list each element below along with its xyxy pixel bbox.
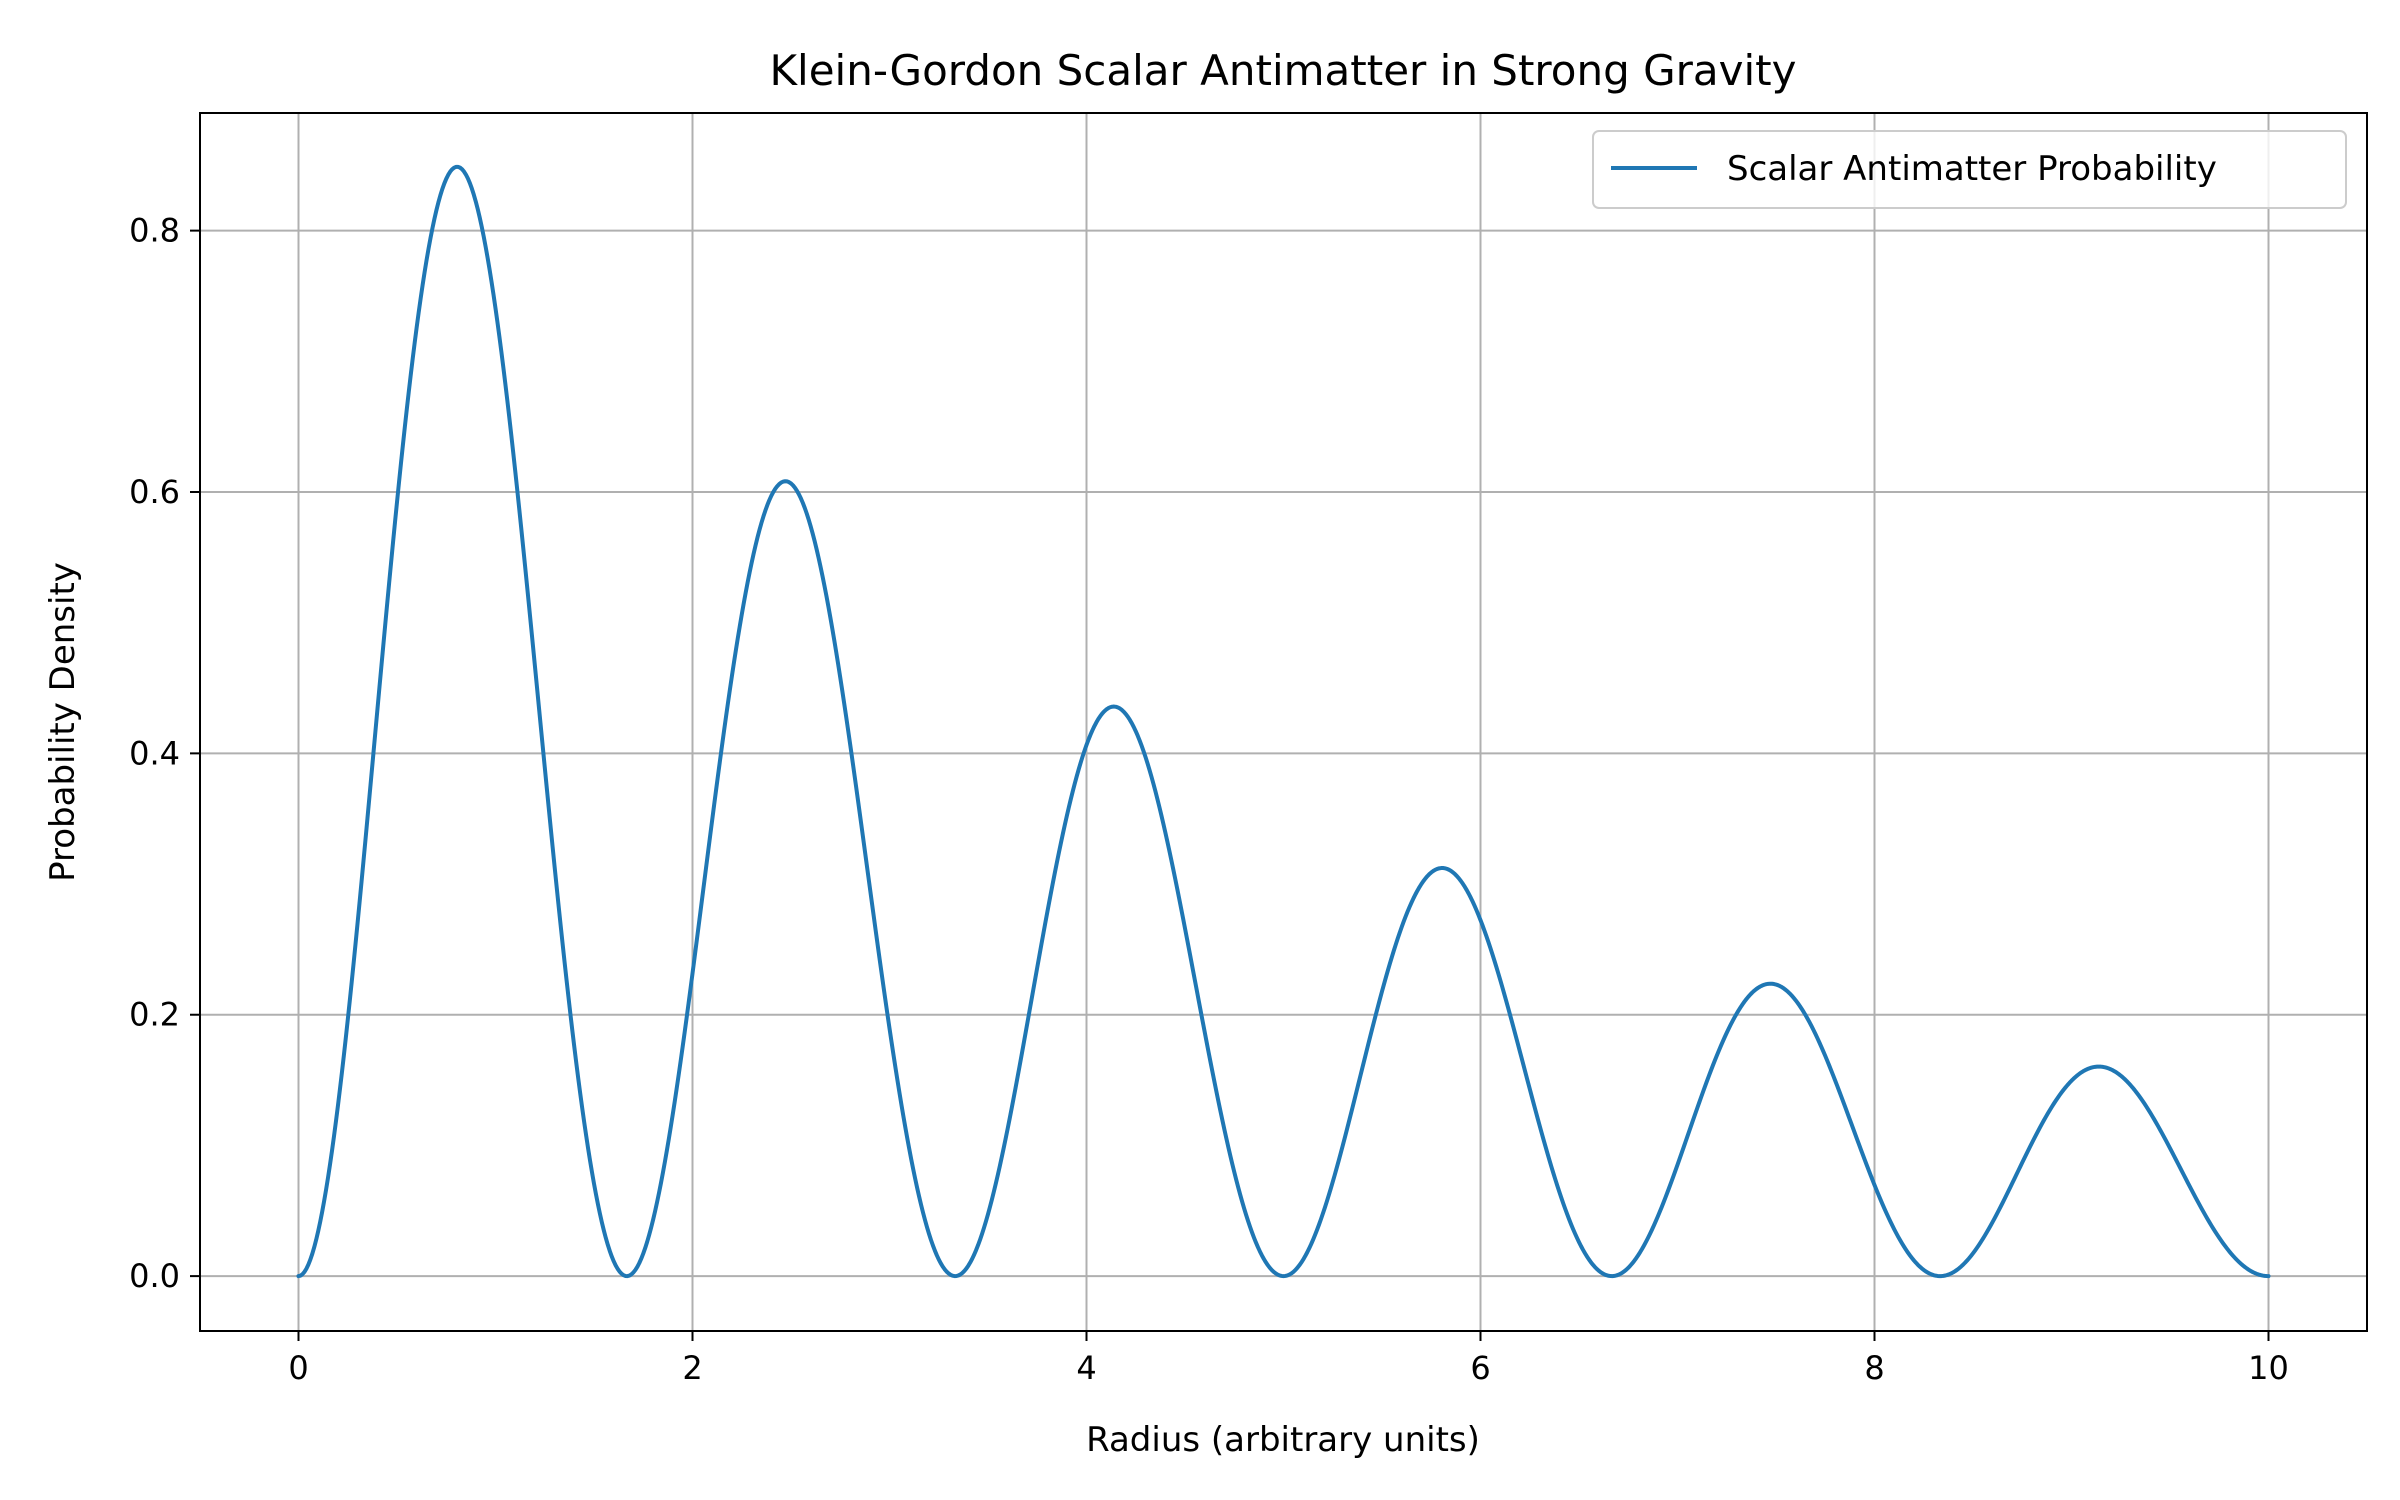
ticks-layer: 0 2 4 6 8 10 0.0 0.2 0.4 0.6 0.8 xyxy=(129,212,2289,1387)
y-tick-label: 0.2 xyxy=(129,996,180,1034)
legend-label: Scalar Antimatter Probability xyxy=(1727,149,2217,189)
x-tick-label: 4 xyxy=(1076,1349,1096,1387)
series-line xyxy=(296,164,2271,1279)
legend: Scalar Antimatter Probability xyxy=(1592,130,2347,209)
x-tick-label: 2 xyxy=(682,1349,702,1387)
x-axis-title: Radius (arbitrary units) xyxy=(1086,1420,1480,1460)
grid-layer xyxy=(200,113,2367,1331)
x-tick-label: 8 xyxy=(1864,1349,1884,1387)
plot-frame xyxy=(199,112,2368,1332)
y-tick-label: 0.8 xyxy=(129,212,180,250)
y-tick-label: 0.0 xyxy=(129,1257,180,1295)
x-tick-label: 6 xyxy=(1470,1349,1490,1387)
chart-title: Klein-Gordon Scalar Antimatter in Strong… xyxy=(769,46,1796,95)
y-tick-label: 0.4 xyxy=(129,734,180,772)
x-tick-label: 10 xyxy=(2248,1349,2289,1387)
x-tick-label: 0 xyxy=(288,1349,308,1387)
legend-box xyxy=(1592,130,2347,209)
y-tick-label: 0.6 xyxy=(129,473,180,511)
y-axis-title: Probability Density xyxy=(43,562,83,882)
series-layer xyxy=(296,164,2271,1279)
